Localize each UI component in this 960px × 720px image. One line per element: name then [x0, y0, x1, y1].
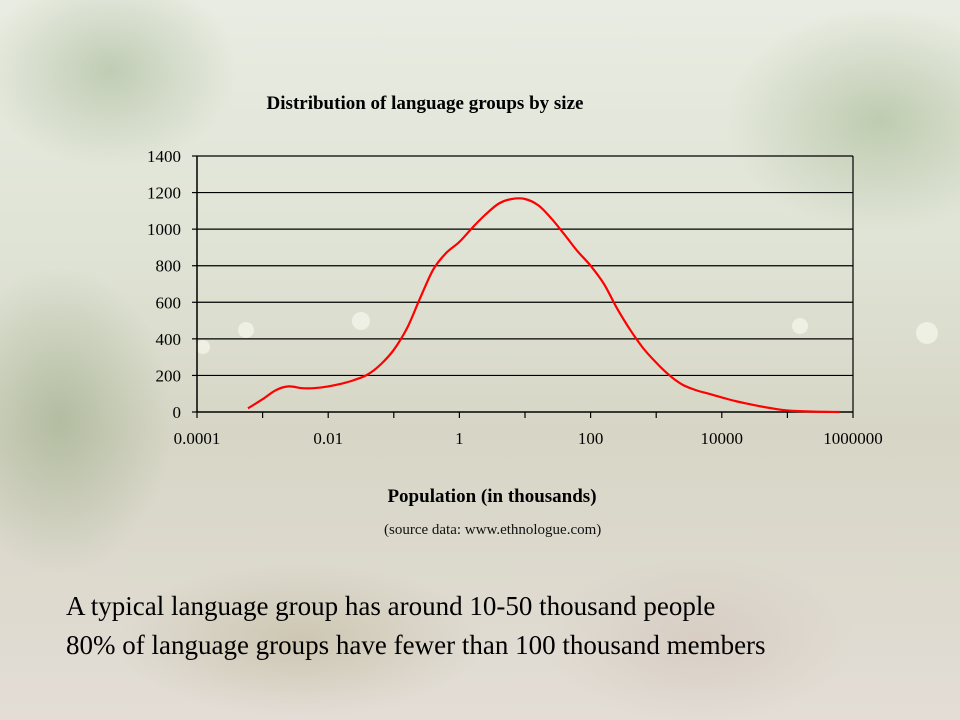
background-light: [352, 312, 370, 330]
background-light: [196, 340, 210, 354]
y-tick-label: 1200: [147, 184, 181, 203]
series-line: [247, 197, 840, 414]
series-group: [247, 197, 840, 414]
x-tick-label: 1000000: [823, 429, 883, 448]
y-tick-label: 600: [156, 293, 182, 312]
y-tick-labels: 0 200 400 600 800 1000 1200 1400: [147, 147, 181, 422]
y-tick-label: 400: [156, 330, 182, 349]
x-tick-labels: 0.0001 0.01 1 100 10000 1000000: [174, 429, 883, 448]
background-light: [238, 322, 254, 338]
caption-line-2: 80% of language groups have fewer than 1…: [66, 630, 766, 660]
x-tick-label: 0.01: [313, 429, 343, 448]
background-light: [792, 318, 808, 334]
x-tick-label: 0.0001: [174, 429, 221, 448]
y-tick-label: 0: [173, 403, 182, 422]
background-light: [916, 322, 938, 344]
y-tick-label: 1400: [147, 147, 181, 166]
y-tick-label: 200: [156, 366, 182, 385]
x-axis-title: Population (in thousands): [387, 486, 596, 507]
y-tick-label: 1000: [147, 220, 181, 239]
caption-line-1: A typical language group has around 10-5…: [66, 591, 716, 621]
x-tick-label: 100: [578, 429, 604, 448]
x-tick-label: 10000: [701, 429, 744, 448]
chart-title: Distribution of language groups by size: [267, 93, 584, 114]
y-tick-label: 800: [156, 257, 182, 276]
grid-lines: [197, 155, 853, 377]
axes: [192, 155, 854, 418]
x-tick-label: 1: [455, 429, 464, 448]
source-note: (source data: www.ethnologue.com): [384, 522, 602, 538]
